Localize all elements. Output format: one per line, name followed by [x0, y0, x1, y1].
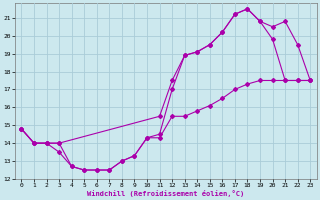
X-axis label: Windchill (Refroidissement éolien,°C): Windchill (Refroidissement éolien,°C) — [87, 190, 244, 197]
